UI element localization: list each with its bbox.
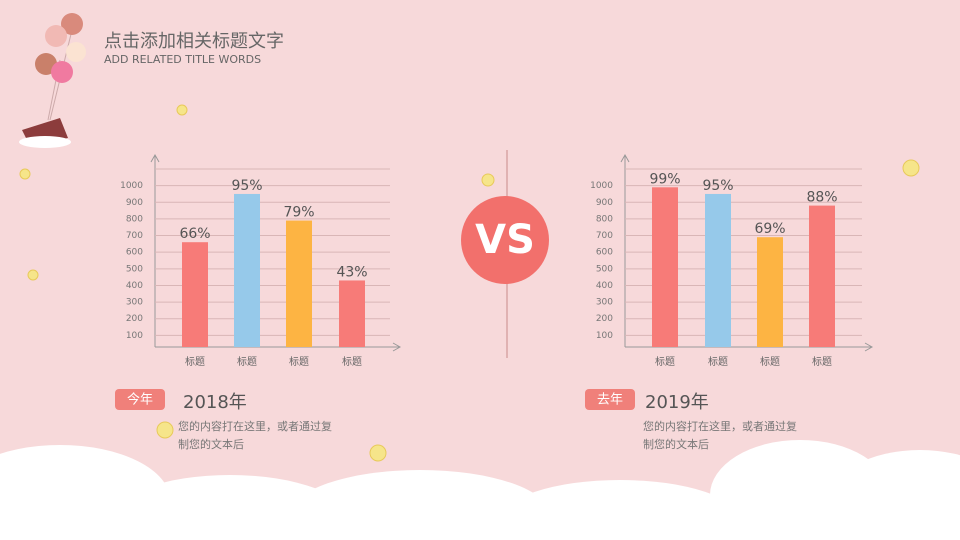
vs-badge [461, 196, 549, 284]
y-arrow [150, 153, 160, 163]
year: 2019年 [645, 392, 709, 413]
x-tick-label: 标题 [185, 356, 205, 368]
y-tick-label: 700 [126, 231, 143, 241]
value-label: 95% [702, 178, 733, 194]
y-tick-label: 100 [596, 331, 613, 341]
y-arrow [620, 153, 630, 163]
y-tick-label: 900 [126, 198, 143, 208]
y-tick-label: 600 [596, 248, 613, 258]
value-label: 79% [283, 205, 314, 221]
bar [757, 237, 783, 347]
tag: 今年 [127, 392, 153, 408]
x-tick-label: 标题 [655, 356, 675, 368]
y-tick-label: 200 [596, 314, 613, 324]
x-tick-label: 标题 [342, 356, 362, 368]
balloons [19, 13, 86, 148]
title: 点击添加相关标题文字 [104, 31, 284, 52]
y-tick-label: 700 [596, 231, 613, 241]
bar [286, 220, 312, 347]
description: 您的内容打在这里，或者通过复 [178, 419, 332, 433]
y-tick-label: 900 [596, 198, 613, 208]
value-label: 99% [649, 171, 680, 187]
bar [339, 280, 365, 347]
y-tick-label: 400 [126, 281, 143, 291]
clouds [0, 440, 960, 540]
y-tick-label: 200 [126, 314, 143, 324]
bar [234, 193, 260, 347]
subtitle: ADD RELATED TITLE WORDS [104, 53, 261, 66]
value-label: 43% [336, 264, 367, 280]
x-tick-label: 标题 [237, 356, 257, 368]
y-tick-label: 500 [126, 264, 143, 274]
value-label: 95% [231, 178, 262, 194]
description: 制您的文本后 [643, 437, 709, 451]
y-tick-label: 100 [126, 331, 143, 341]
bar [809, 205, 835, 347]
y-tick-label: 800 [596, 214, 613, 224]
vs-text: VS [475, 217, 535, 263]
x-tick-label: 标题 [812, 356, 832, 368]
y-tick-label: 800 [126, 214, 143, 224]
stars [19, 104, 920, 462]
tag: 去年 [597, 393, 623, 408]
description: 制您的文本后 [178, 437, 244, 451]
value-label: 66% [179, 226, 210, 242]
y-tick-label: 1000 [120, 181, 143, 191]
bar [182, 242, 208, 347]
x-tick-label: 标题 [289, 356, 309, 368]
y-tick-label: 400 [596, 281, 613, 291]
y-tick-label: 1000 [590, 181, 613, 191]
y-tick-label: 600 [126, 248, 143, 258]
bar [705, 193, 731, 347]
y-tick-label: 500 [596, 264, 613, 274]
y-tick-label: 300 [596, 298, 613, 308]
x-tick-label: 标题 [760, 356, 780, 368]
x-tick-label: 标题 [708, 356, 728, 368]
value-label: 88% [806, 190, 837, 206]
tag-pill [115, 389, 165, 410]
x-arrow [864, 342, 874, 352]
tag-pill [585, 389, 635, 410]
value-label: 69% [754, 221, 785, 237]
bar [652, 187, 678, 347]
y-tick-label: 300 [126, 298, 143, 308]
year: 2018年 [183, 392, 247, 413]
x-arrow [392, 342, 402, 352]
description: 您的内容打在这里，或者通过复 [643, 419, 797, 433]
